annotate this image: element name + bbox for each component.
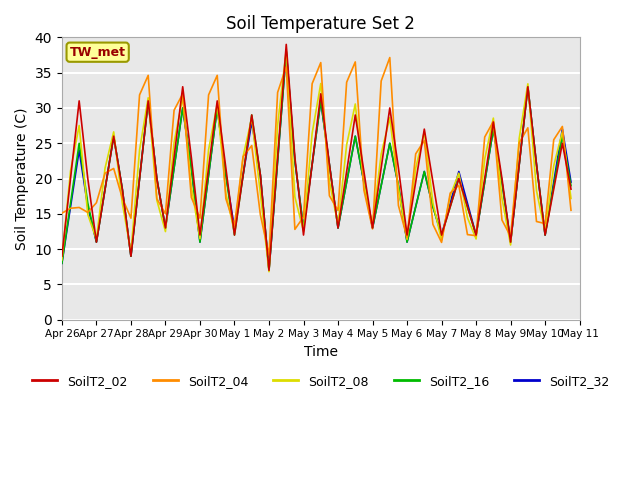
SoilT2_16: [265, 267, 273, 273]
SoilT2_02: [282, 41, 290, 47]
SoilT2_08: [282, 47, 290, 53]
Legend: SoilT2_02, SoilT2_04, SoilT2_08, SoilT2_16, SoilT2_32: SoilT2_02, SoilT2_04, SoilT2_08, SoilT2_…: [28, 370, 614, 393]
SoilT2_02: [188, 155, 195, 160]
SoilT2_02: [395, 165, 403, 171]
SoilT2_02: [230, 232, 238, 238]
SoilT2_32: [265, 267, 273, 273]
SoilT2_32: [230, 225, 238, 231]
SoilT2_16: [282, 48, 290, 54]
SoilT2_08: [58, 257, 66, 263]
SoilT2_04: [265, 252, 273, 258]
SoilT2_32: [188, 165, 195, 171]
SoilT2_02: [58, 253, 66, 259]
Y-axis label: Soil Temperature (C): Soil Temperature (C): [15, 108, 29, 250]
SoilT2_04: [58, 210, 66, 216]
SoilT2_08: [205, 147, 212, 153]
Title: Soil Temperature Set 2: Soil Temperature Set 2: [227, 15, 415, 33]
SoilT2_16: [188, 165, 195, 171]
Text: TW_met: TW_met: [70, 46, 125, 59]
SoilT2_32: [145, 98, 152, 104]
SoilT2_16: [230, 232, 238, 238]
SoilT2_04: [230, 223, 238, 228]
SoilT2_04: [188, 194, 195, 200]
Line: SoilT2_04: SoilT2_04: [62, 58, 571, 255]
SoilT2_04: [222, 196, 230, 202]
SoilT2_02: [145, 98, 152, 104]
SoilT2_16: [222, 172, 230, 178]
SoilT2_32: [395, 183, 403, 189]
SoilT2_04: [205, 92, 212, 98]
SoilT2_16: [58, 260, 66, 266]
Line: SoilT2_02: SoilT2_02: [62, 44, 571, 270]
SoilT2_32: [222, 172, 230, 178]
SoilT2_16: [567, 183, 575, 189]
SoilT2_08: [230, 229, 238, 235]
SoilT2_02: [205, 165, 212, 171]
SoilT2_04: [567, 207, 575, 213]
SoilT2_16: [395, 183, 403, 189]
Line: SoilT2_32: SoilT2_32: [62, 51, 571, 270]
SoilT2_08: [188, 183, 195, 189]
SoilT2_32: [282, 48, 290, 54]
Line: SoilT2_08: SoilT2_08: [62, 50, 571, 272]
SoilT2_08: [222, 191, 230, 196]
SoilT2_02: [222, 165, 230, 171]
SoilT2_08: [395, 186, 403, 192]
SoilT2_32: [205, 172, 212, 178]
SoilT2_32: [567, 179, 575, 185]
SoilT2_04: [386, 55, 394, 60]
Line: SoilT2_16: SoilT2_16: [62, 51, 571, 270]
SoilT2_02: [265, 267, 273, 273]
SoilT2_08: [145, 95, 152, 101]
SoilT2_16: [145, 98, 152, 104]
SoilT2_04: [145, 72, 152, 78]
SoilT2_32: [58, 260, 66, 266]
SoilT2_08: [265, 269, 273, 275]
SoilT2_16: [205, 172, 212, 178]
SoilT2_02: [567, 186, 575, 192]
X-axis label: Time: Time: [304, 345, 338, 359]
SoilT2_04: [395, 203, 403, 208]
SoilT2_08: [567, 195, 575, 201]
